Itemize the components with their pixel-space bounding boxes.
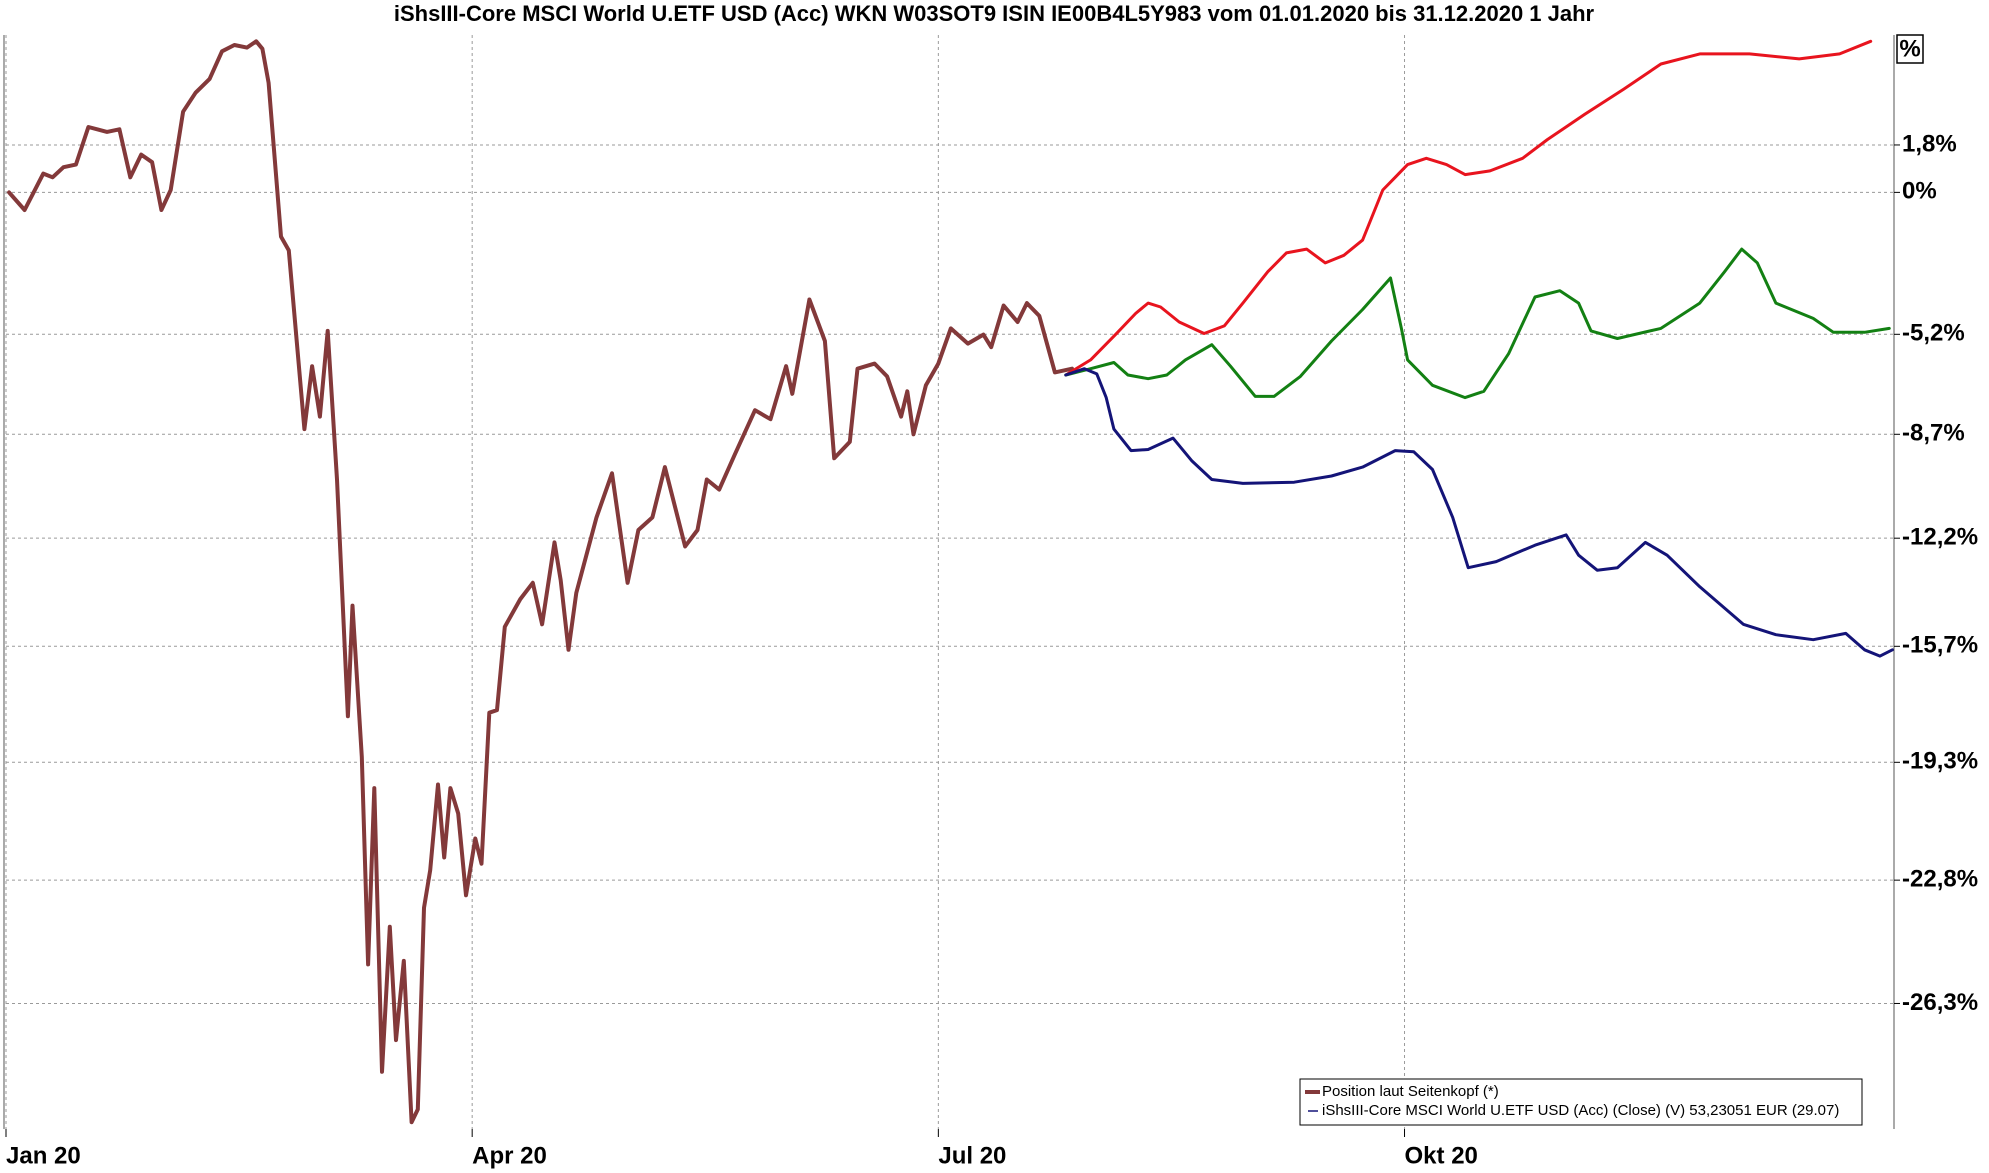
y-tick-label: -8,7%: [1902, 420, 1965, 447]
y-tick-label: -26,3%: [1902, 989, 1978, 1016]
legend-label: iShsIII-Core MSCI World U.ETF USD (Acc) …: [1322, 1102, 1839, 1119]
y-tick-label: -19,3%: [1902, 748, 1978, 775]
y-tick-label: -15,7%: [1902, 632, 1978, 659]
chart-title: iShsIII-Core MSCI World U.ETF USD (Acc) …: [394, 1, 1595, 26]
legend-label: Position laut Seitenkopf (*): [1322, 1083, 1499, 1100]
series-line: [7, 39, 1074, 1125]
x-tick-label: Jul 20: [938, 1142, 1006, 1169]
y-tick-label: -12,2%: [1902, 524, 1978, 551]
x-tick-label: Apr 20: [472, 1142, 547, 1169]
series-line: [1064, 39, 1873, 377]
series-line: [1064, 247, 1891, 400]
legend-box: [1299, 1078, 1863, 1126]
x-tick-label: Okt 20: [1405, 1142, 1478, 1169]
x-tick-label: Jan 20: [6, 1142, 81, 1169]
y-unit: %: [1899, 35, 1920, 62]
y-tick-label: -5,2%: [1902, 320, 1965, 347]
unit-box: [1896, 34, 1924, 64]
y-tick-label: 0%: [1902, 178, 1937, 205]
y-tick-label: -22,8%: [1902, 865, 1978, 892]
series-line: [1064, 367, 1894, 658]
y-tick-label: 1,8%: [1902, 130, 1957, 157]
